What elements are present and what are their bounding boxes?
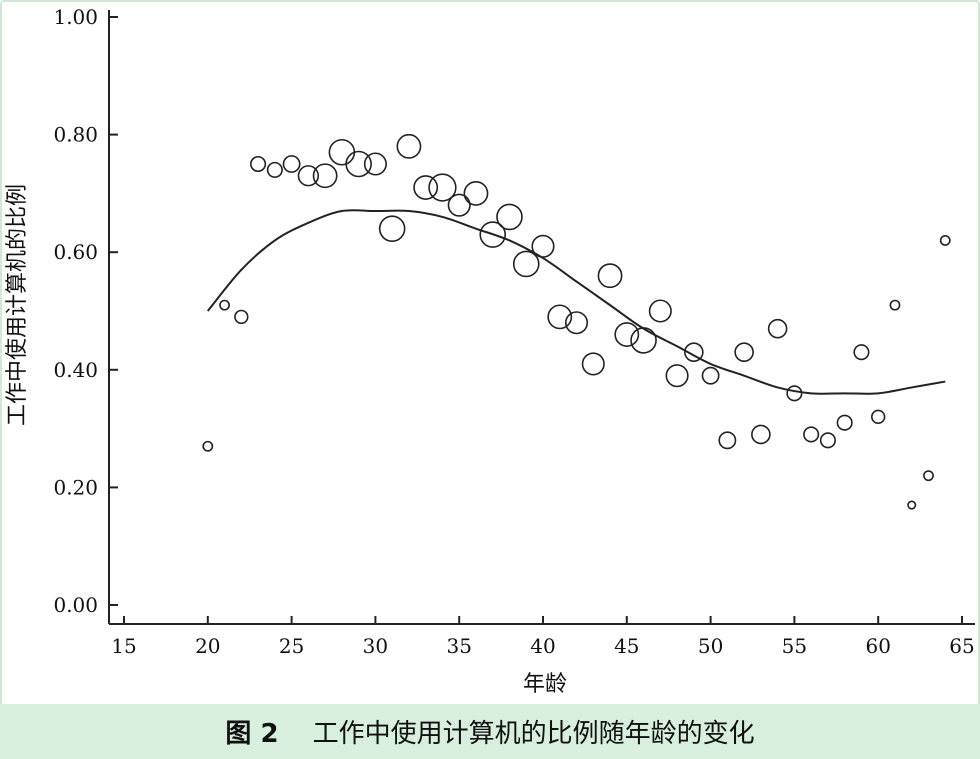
- x-tick-label: 55: [782, 634, 807, 658]
- x-tick-label: 25: [279, 634, 304, 658]
- data-point: [871, 409, 886, 425]
- data-point: [463, 180, 489, 206]
- figure-number: 图 2: [225, 719, 279, 749]
- data-points: [202, 133, 951, 510]
- data-point: [378, 215, 406, 242]
- data-point: [630, 327, 657, 354]
- data-point: [889, 299, 901, 311]
- data-point: [939, 235, 951, 246]
- data-point: [345, 150, 372, 178]
- data-point: [564, 311, 589, 335]
- data-point: [234, 309, 249, 325]
- x-tick-label: 35: [446, 634, 471, 658]
- data-point: [282, 155, 301, 173]
- data-point: [496, 203, 523, 231]
- data-point: [907, 500, 917, 510]
- data-point: [684, 342, 704, 362]
- y-tick-label: 0.60: [53, 240, 98, 264]
- data-point: [614, 322, 640, 347]
- data-point: [297, 165, 320, 187]
- data-point: [701, 366, 720, 385]
- data-point: [447, 193, 471, 217]
- x-tick-label: 20: [195, 634, 220, 658]
- scatter-chart: 15 20 25 30 35 40 45 50 55 60 65 0.00 0.20 0.40 0.60 0.…: [5, 5, 975, 697]
- x-tick-label: 30: [363, 634, 388, 658]
- x-tick-label: 65: [949, 634, 974, 658]
- data-point: [363, 152, 387, 176]
- data-point: [479, 221, 507, 248]
- data-point: [923, 470, 934, 482]
- data-point: [648, 299, 672, 323]
- data-point: [581, 352, 605, 376]
- data-point: [734, 342, 754, 362]
- data-point: [803, 426, 820, 443]
- fit-curve: [207, 209, 946, 395]
- data-point: [312, 163, 338, 189]
- data-point: [328, 138, 356, 166]
- data-point: [786, 385, 803, 402]
- x-axis-title: 年龄: [523, 672, 567, 697]
- data-point: [547, 304, 573, 330]
- y-tick-label: 0.20: [53, 475, 98, 499]
- data-point: [836, 414, 853, 431]
- data-point: [413, 175, 439, 200]
- x-tick-label: 15: [111, 634, 136, 658]
- data-point: [718, 431, 737, 450]
- figure-caption: 图 2 工作中使用计算机的比例随年龄的变化: [0, 704, 980, 759]
- figure-caption-text: 工作中使用计算机的比例随年龄的变化: [312, 719, 755, 749]
- data-point: [396, 133, 422, 159]
- y-tick-label: 0.40: [53, 358, 98, 382]
- y-tick-label: 1.00: [53, 5, 98, 29]
- data-point: [665, 364, 689, 388]
- x-tick-label: 45: [614, 634, 639, 658]
- x-tick-label: 40: [530, 634, 555, 658]
- data-point: [266, 161, 283, 178]
- data-point: [250, 155, 267, 173]
- data-point: [512, 250, 540, 278]
- data-point: [853, 344, 870, 361]
- data-point: [819, 432, 836, 449]
- y-axis-title: 工作中使用计算机的比例: [5, 184, 30, 426]
- data-point: [202, 440, 214, 452]
- ticks: 15 20 25 30 35 40 45 50 55 60 65 0.00 0.20 0.40 0.60 0.…: [53, 5, 974, 658]
- axes: [108, 10, 975, 625]
- data-point: [219, 299, 230, 311]
- data-point: [428, 173, 457, 202]
- data-point: [597, 263, 623, 289]
- data-point: [751, 424, 771, 445]
- data-point: [767, 318, 788, 339]
- y-tick-label: 0.80: [53, 123, 98, 147]
- data-point: [531, 234, 555, 258]
- y-tick-label: 0.00: [53, 593, 98, 617]
- x-tick-label: 50: [698, 634, 723, 658]
- x-tick-label: 60: [865, 634, 890, 658]
